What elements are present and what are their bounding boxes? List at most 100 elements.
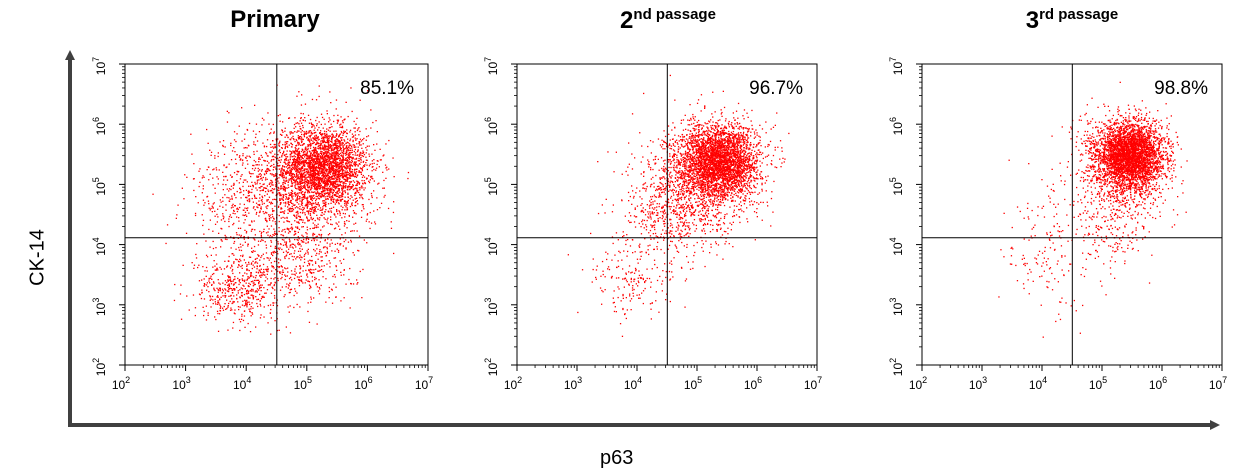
data-point <box>305 158 308 160</box>
data-point <box>288 230 291 233</box>
data-point <box>329 147 331 149</box>
data-point <box>302 173 304 175</box>
data-point <box>310 198 312 200</box>
data-point <box>224 294 226 297</box>
data-point <box>328 117 330 119</box>
data-point <box>305 148 307 150</box>
data-point <box>354 148 356 151</box>
data-point <box>204 283 206 286</box>
data-point <box>333 120 335 123</box>
data-point <box>236 170 238 172</box>
data-point <box>326 195 328 198</box>
data-point <box>283 170 285 172</box>
data-point <box>313 180 315 182</box>
data-point <box>237 237 239 239</box>
data-point <box>326 175 329 177</box>
data-point <box>248 190 250 192</box>
data-point <box>342 188 344 190</box>
data-point <box>392 157 394 159</box>
data-point <box>333 155 335 157</box>
data-point <box>311 125 313 128</box>
data-point <box>313 141 315 144</box>
data-point <box>317 142 319 144</box>
data-point <box>285 201 287 203</box>
data-point <box>291 279 293 281</box>
data-point <box>321 178 323 181</box>
data-point <box>349 166 351 169</box>
data-point <box>274 223 277 225</box>
data-point <box>319 156 322 158</box>
data-point <box>258 289 260 291</box>
data-point <box>315 99 318 101</box>
data-point <box>324 151 326 154</box>
data-point <box>336 148 338 150</box>
data-point <box>251 313 254 315</box>
data-point <box>277 186 279 189</box>
data-point <box>361 167 363 170</box>
data-point <box>283 165 286 168</box>
data-point <box>283 189 286 191</box>
data-point <box>321 165 323 167</box>
data-point <box>261 185 263 188</box>
data-point <box>341 150 343 152</box>
data-point <box>314 238 316 240</box>
data-point <box>315 187 317 189</box>
data-point <box>207 312 209 314</box>
data-point <box>315 284 317 286</box>
data-point <box>252 282 254 284</box>
data-point <box>288 209 290 211</box>
data-point <box>227 260 230 262</box>
data-point <box>252 290 254 292</box>
data-point <box>365 139 367 141</box>
data-point <box>248 212 250 214</box>
data-point <box>304 177 306 179</box>
data-point <box>304 222 306 224</box>
data-point <box>323 152 326 154</box>
data-point <box>203 298 206 300</box>
data-point <box>284 231 286 233</box>
data-point <box>317 162 319 165</box>
data-point <box>279 141 281 144</box>
data-point <box>285 243 287 245</box>
data-point <box>375 169 377 171</box>
data-point <box>279 161 282 163</box>
data-point <box>299 211 302 214</box>
data-point <box>332 134 334 136</box>
data-point <box>266 207 268 210</box>
data-point <box>208 278 210 280</box>
data-point <box>352 184 354 186</box>
data-point <box>234 278 236 280</box>
data-point <box>309 154 311 157</box>
data-point <box>359 167 362 169</box>
data-point <box>215 303 217 305</box>
data-point <box>267 168 270 170</box>
data-point <box>252 207 255 209</box>
data-point <box>202 219 205 221</box>
data-point <box>382 187 384 189</box>
data-point <box>284 188 286 190</box>
data-point <box>274 320 276 322</box>
data-point <box>349 156 351 159</box>
data-point <box>293 182 295 184</box>
data-point <box>299 153 301 155</box>
data-point <box>313 165 316 167</box>
data-point <box>220 219 223 221</box>
data-point <box>340 130 342 133</box>
data-point <box>223 175 225 178</box>
data-point <box>344 174 346 176</box>
data-point <box>289 200 292 202</box>
data-point <box>278 266 280 269</box>
data-point <box>343 172 345 174</box>
data-point <box>324 141 327 144</box>
data-point <box>332 177 334 180</box>
data-point <box>290 180 293 183</box>
data-point <box>360 195 362 197</box>
data-point <box>286 283 288 285</box>
data-point <box>333 170 335 172</box>
data-point <box>304 212 306 214</box>
data-point <box>216 296 218 298</box>
data-point <box>318 142 320 145</box>
data-point <box>306 202 308 204</box>
data-point <box>292 159 295 161</box>
data-point <box>282 194 284 196</box>
